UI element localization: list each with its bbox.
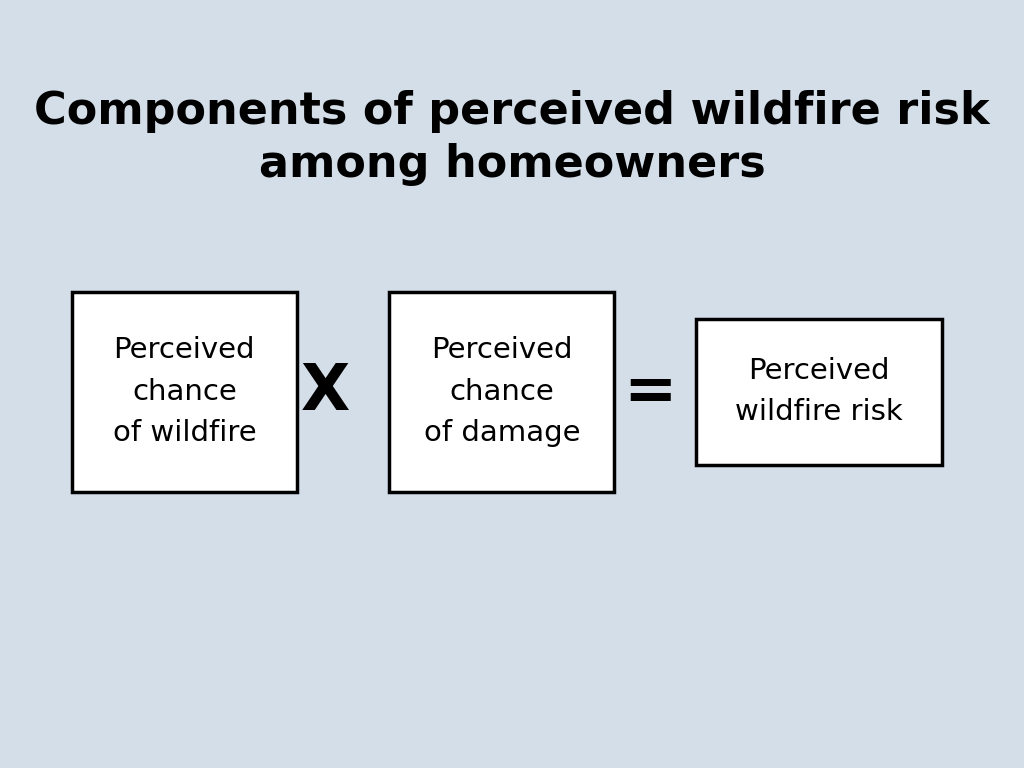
Text: X: X (301, 361, 350, 422)
Text: Perceived
chance
of damage: Perceived chance of damage (424, 336, 580, 447)
Text: Perceived
chance
of wildfire: Perceived chance of wildfire (113, 336, 256, 447)
Text: Components of perceived wildfire risk
among homeowners: Components of perceived wildfire risk am… (34, 90, 990, 187)
Text: =: = (624, 361, 677, 422)
FancyBboxPatch shape (72, 292, 297, 492)
Text: Perceived
wildfire risk: Perceived wildfire risk (735, 357, 903, 426)
FancyBboxPatch shape (696, 319, 942, 465)
FancyBboxPatch shape (389, 292, 614, 492)
